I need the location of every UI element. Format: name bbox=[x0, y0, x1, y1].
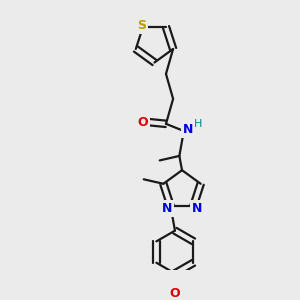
Text: O: O bbox=[137, 116, 148, 129]
Text: N: N bbox=[192, 202, 202, 215]
Text: O: O bbox=[169, 287, 180, 300]
Text: N: N bbox=[183, 123, 194, 136]
Text: H: H bbox=[194, 119, 202, 129]
Text: S: S bbox=[136, 19, 146, 32]
Text: N: N bbox=[162, 202, 172, 215]
